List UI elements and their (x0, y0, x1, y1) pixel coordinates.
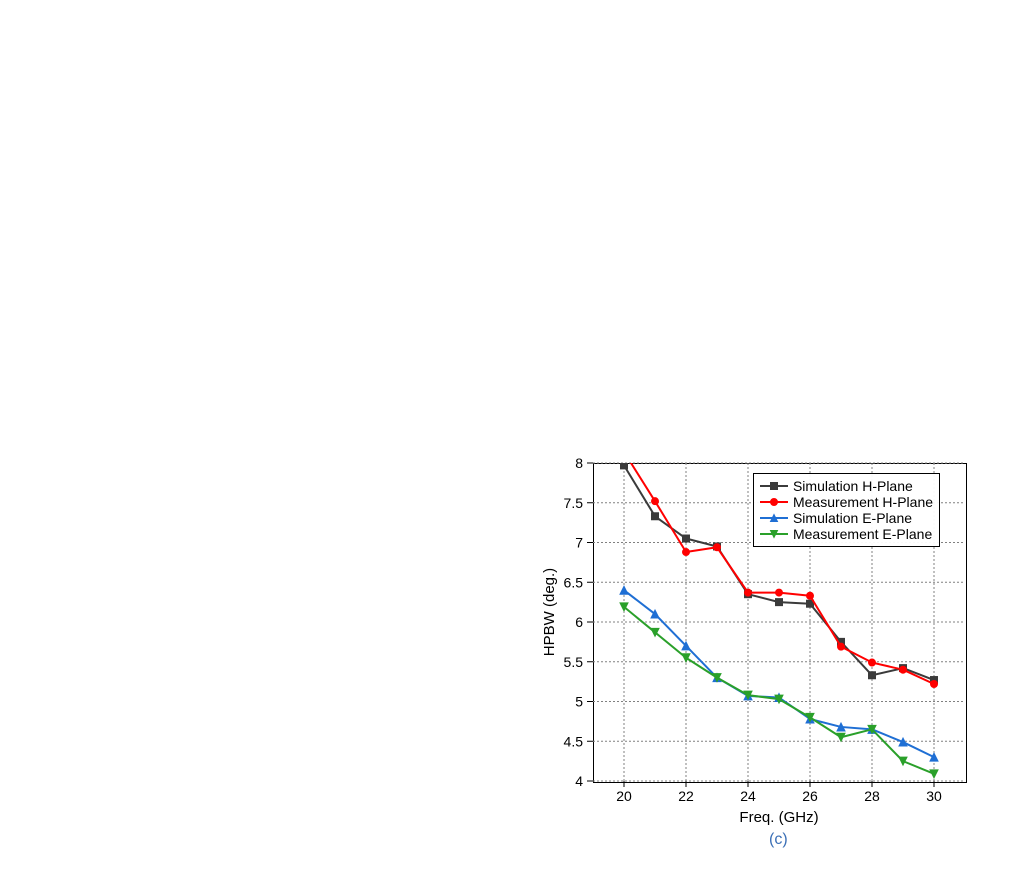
legend-label: Simulation E-Plane (793, 510, 912, 526)
svg-text:28: 28 (864, 788, 880, 804)
panel-c-sublabel: (c) (769, 831, 788, 849)
svg-text:26: 26 (802, 788, 818, 804)
svg-text:4: 4 (575, 773, 583, 789)
legend-label: Measurement E-Plane (793, 526, 932, 542)
legend-label: Measurement H-Plane (793, 494, 933, 510)
panel-c: 20 22 24 26 28 30 4 4.5 5 5.5 6 6.5 7 7.5 8 Freq. (GHz… (0, 0, 1011, 871)
legend-item: Simulation H-Plane (760, 478, 933, 494)
svg-text:8: 8 (575, 455, 583, 471)
svg-text:20: 20 (616, 788, 632, 804)
panel-c-legend: Simulation H-PlaneMeasurement H-PlaneSim… (753, 473, 940, 547)
legend-item: Simulation E-Plane (760, 510, 933, 526)
svg-text:24: 24 (740, 788, 756, 804)
svg-text:22: 22 (678, 788, 694, 804)
svg-text:4.5: 4.5 (564, 733, 584, 749)
svg-text:30: 30 (926, 788, 942, 804)
panel-c-xlabel: Freq. (GHz) (709, 809, 849, 826)
legend-item: Measurement E-Plane (760, 526, 933, 542)
svg-text:7: 7 (575, 535, 583, 551)
svg-text:6: 6 (575, 614, 583, 630)
svg-text:6.5: 6.5 (564, 574, 584, 590)
panel-c-svg: 20 22 24 26 28 30 4 4.5 5 5.5 6 6.5 7 7.5 8 (0, 0, 1011, 871)
svg-text:5.5: 5.5 (564, 654, 584, 670)
legend-label: Simulation H-Plane (793, 478, 913, 494)
svg-text:7.5: 7.5 (564, 495, 584, 511)
svg-text:5: 5 (575, 694, 583, 710)
panel-c-ylabel: HPBW (deg.) (541, 532, 558, 692)
legend-item: Measurement H-Plane (760, 494, 933, 510)
